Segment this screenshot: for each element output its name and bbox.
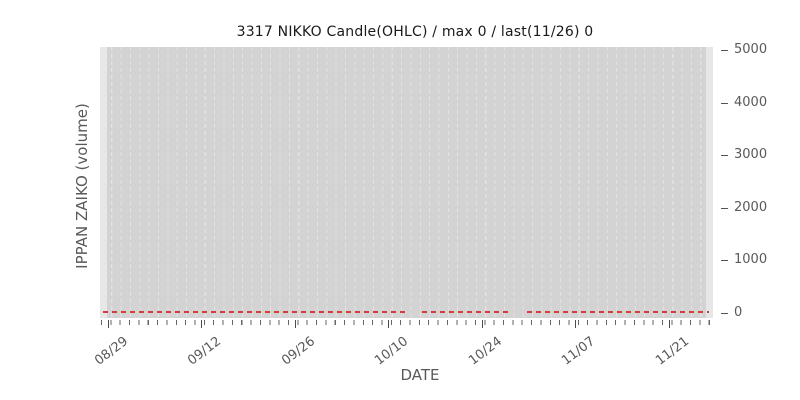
plot-area xyxy=(100,47,713,318)
trading-day-grid-band xyxy=(107,47,706,318)
y-axis-tick xyxy=(721,313,728,315)
y-axis-tick-label: 5000 xyxy=(734,42,768,58)
x-axis-tick-label: 09/26 xyxy=(279,334,319,369)
x-axis-tick-label: 11/07 xyxy=(559,334,599,369)
y-axis-tick-label: 2000 xyxy=(734,200,768,216)
y-axis-tick-label: 1000 xyxy=(734,252,768,268)
x-axis-tick-label: 08/29 xyxy=(92,334,132,369)
y-axis-tick xyxy=(721,155,728,157)
x-axis-major-tick xyxy=(669,320,671,328)
y-axis-tick xyxy=(721,50,728,52)
y-axis-tick xyxy=(721,103,728,105)
zero-value-line-segment xyxy=(422,311,511,313)
y-axis-title: IPPAN ZAIKO (volume) xyxy=(73,103,91,269)
x-axis-major-tick xyxy=(295,320,297,328)
y-axis-tick-label: 3000 xyxy=(734,147,768,163)
y-axis-tick xyxy=(721,260,728,262)
x-axis-major-tick xyxy=(388,320,390,328)
zero-value-line-segment xyxy=(103,311,406,313)
x-axis-major-tick xyxy=(201,320,203,328)
x-axis-major-tick xyxy=(575,320,577,328)
x-axis-tick-label: 09/12 xyxy=(185,334,225,369)
y-axis-tick xyxy=(721,208,728,210)
x-axis-major-tick xyxy=(482,320,484,328)
x-axis-minor-ticks xyxy=(101,320,713,325)
y-axis-tick-label: 0 xyxy=(734,305,743,321)
x-axis-major-tick xyxy=(108,320,110,328)
x-axis-title: DATE xyxy=(400,366,440,384)
y-axis-tick-label: 4000 xyxy=(734,95,768,111)
x-axis-tick-label: 11/21 xyxy=(653,334,693,369)
chart-title: 3317 NIKKO Candle(OHLC) / max 0 / last(1… xyxy=(236,24,594,40)
zero-value-line-segment xyxy=(527,311,709,313)
